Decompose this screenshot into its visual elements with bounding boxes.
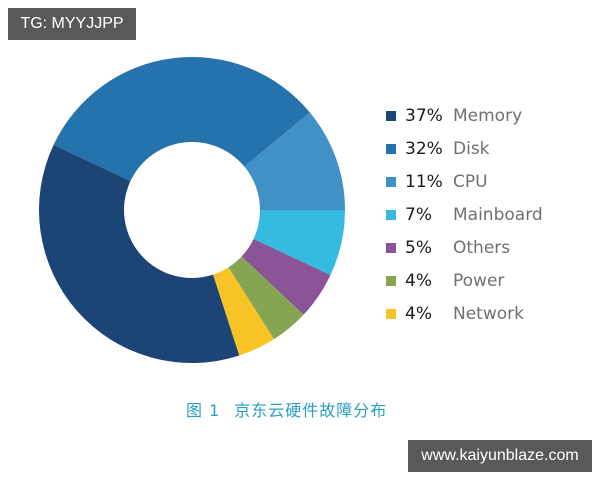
- chart-legend: 37% Memory 32% Disk 11% CPU 7% Mainboard…: [386, 99, 543, 330]
- legend-percent: 4%: [405, 270, 432, 291]
- figure-label: 图 1: [186, 401, 221, 420]
- legend-label: Network: [453, 303, 524, 324]
- legend-swatch: [386, 143, 396, 154]
- figure-title: 京东云硬件故障分布: [234, 401, 388, 420]
- legend-label: Power: [453, 270, 505, 291]
- legend-percent: 5%: [405, 237, 432, 258]
- legend-item-others: 5% Others: [386, 231, 543, 264]
- legend-label: Disk: [453, 138, 490, 159]
- legend-swatch: [386, 176, 396, 187]
- legend-label: Mainboard: [453, 204, 543, 225]
- legend-percent: 37%: [405, 105, 443, 126]
- legend-percent: 32%: [405, 138, 443, 159]
- donut-segment-others: [241, 238, 331, 315]
- donut-segments: [38, 57, 345, 364]
- legend-swatch: [386, 110, 396, 121]
- legend-item-memory: 37% Memory: [386, 99, 543, 132]
- legend-percent: 11%: [405, 171, 443, 192]
- legend-swatch: [386, 275, 396, 286]
- legend-item-mainboard: 7% Mainboard: [386, 198, 543, 231]
- legend-label: Others: [453, 237, 511, 258]
- donut-segment-network: [213, 267, 274, 356]
- legend-label: Memory: [453, 105, 523, 126]
- legend-percent: 7%: [405, 204, 432, 225]
- legend-swatch: [386, 242, 396, 253]
- legend-item-network: 4% Network: [386, 297, 543, 330]
- donut-segment-mainboard: [253, 210, 345, 276]
- legend-item-power: 4% Power: [386, 264, 543, 297]
- legend-label: CPU: [453, 171, 488, 192]
- legend-item-disk: 32% Disk: [386, 132, 543, 165]
- watermark-bottom: www.kaiyunblaze.com: [408, 440, 592, 472]
- legend-swatch: [386, 209, 396, 220]
- donut-segment-memory: [38, 144, 240, 364]
- donut-segment-cpu: [244, 112, 345, 210]
- donut-segment-power: [228, 256, 304, 340]
- legend-item-cpu: 11% CPU: [386, 165, 543, 198]
- donut-segment-disk: [53, 57, 310, 182]
- watermark-top: TG: MYYJJPP: [8, 8, 136, 40]
- legend-percent: 4%: [405, 303, 432, 324]
- legend-swatch: [386, 308, 396, 319]
- figure-caption: 图 1 京东云硬件故障分布: [186, 397, 387, 421]
